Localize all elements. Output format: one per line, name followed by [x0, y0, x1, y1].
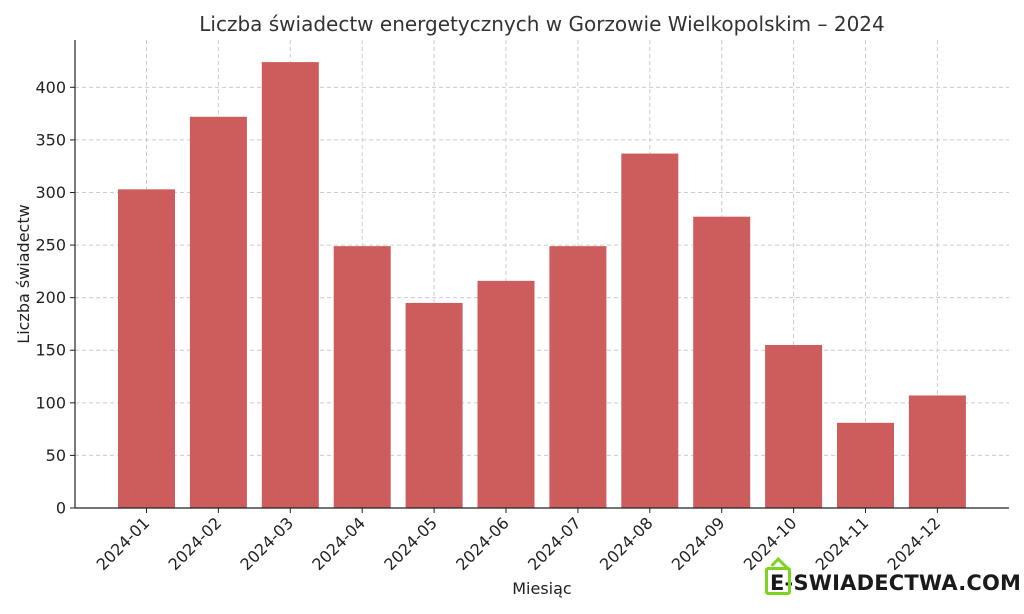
- x-axis-label: Miesiąc: [512, 579, 571, 598]
- x-tick-label: 2024-12: [884, 513, 945, 574]
- bar-2024-08: [621, 153, 679, 508]
- y-tick-label: 350: [35, 130, 66, 149]
- bar-2024-10: [765, 344, 823, 508]
- x-tick-label: 2024-08: [596, 513, 657, 574]
- bar-2024-09: [693, 216, 751, 508]
- bar-2024-02: [189, 116, 247, 508]
- x-tick-label: 2024-06: [452, 513, 513, 574]
- bar-2024-04: [333, 246, 391, 508]
- y-tick-label: 50: [46, 446, 66, 465]
- x-tick-labels: 2024-01 2024-02 2024-03 2024-04 2024-05 2024-…: [93, 513, 945, 574]
- bar-2024-05: [405, 302, 463, 508]
- x-tick-label: 2024-05: [380, 513, 441, 574]
- x-tick-label: 2024-11: [812, 513, 873, 574]
- bar-2024-01: [118, 189, 175, 508]
- x-tick-label: 2024-01: [93, 513, 154, 574]
- y-tick-label: 300: [35, 183, 66, 202]
- y-tick-label: 0: [56, 499, 66, 518]
- logo-text: -SWIADECTWA.COM: [784, 571, 1022, 595]
- bar-2024-07: [549, 246, 607, 508]
- y-tick-label: 400: [35, 78, 66, 97]
- bars: [118, 62, 966, 509]
- chart-title: Liczba świadectw energetycznych w Gorzow…: [199, 12, 885, 36]
- y-tick-label: 150: [35, 341, 66, 360]
- y-tick-labels: 0 50 100 150 200 250 300 350 400: [35, 78, 66, 518]
- x-tick-label: 2024-04: [308, 513, 369, 574]
- bar-2024-06: [477, 280, 535, 508]
- axes: [70, 40, 1009, 513]
- x-tick-label: 2024-03: [236, 513, 297, 574]
- y-axis-label: Liczba świadectw: [14, 204, 33, 343]
- x-tick-label: 2024-07: [524, 513, 585, 574]
- x-tick-label: 2024-02: [165, 513, 226, 574]
- bar-2024-11: [837, 422, 894, 508]
- x-tick-label: 2024-09: [668, 513, 729, 574]
- y-tick-label: 100: [35, 393, 66, 412]
- logo-e-letter: E: [765, 567, 791, 595]
- site-logo: E -SWIADECTWA.COM: [765, 567, 1022, 598]
- bar-2024-12: [908, 395, 966, 508]
- y-tick-label: 200: [35, 288, 66, 307]
- y-tick-label: 250: [35, 236, 66, 255]
- bar-2024-03: [261, 62, 319, 509]
